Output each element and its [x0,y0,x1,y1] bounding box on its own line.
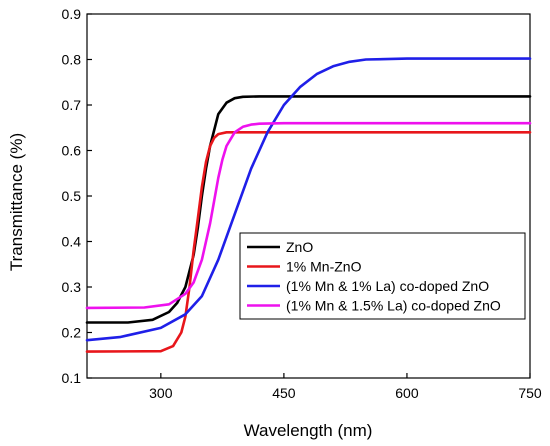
x-tick-label: 750 [518,385,542,401]
y-tick-label: 0.4 [62,234,82,250]
y-tick-label: 0.1 [62,370,82,386]
series-line-2 [85,131,532,353]
y-tick-label: 0.6 [62,143,82,159]
y-tick-label: 0.9 [62,6,82,22]
x-axis-title: Wavelength (nm) [244,421,373,440]
x-tick-label: 300 [149,385,173,401]
y-tick-label: 0.3 [62,279,82,295]
x-tick-label: 600 [395,385,419,401]
legend-label-1: ZnO [286,239,313,255]
plot-frame [86,13,531,379]
y-axis-title: Transmittance (%) [7,133,26,271]
y-tick-label: 0.5 [62,188,82,204]
y-tick-label: 0.8 [62,52,82,68]
legend-box [239,232,526,320]
y-tick-label: 0.7 [62,97,82,113]
y-tick-label: 0.2 [62,325,82,341]
legend-label-4: (1% Mn & 1.5% La) co-doped ZnO [286,298,501,314]
legend-label-3: (1% Mn & 1% La) co-doped ZnO [286,278,489,294]
series-line-3 [85,57,532,342]
x-tick-label: 450 [272,385,296,401]
legend-label-2: 1% Mn-ZnO [286,259,362,275]
series-line-4 [85,121,532,310]
